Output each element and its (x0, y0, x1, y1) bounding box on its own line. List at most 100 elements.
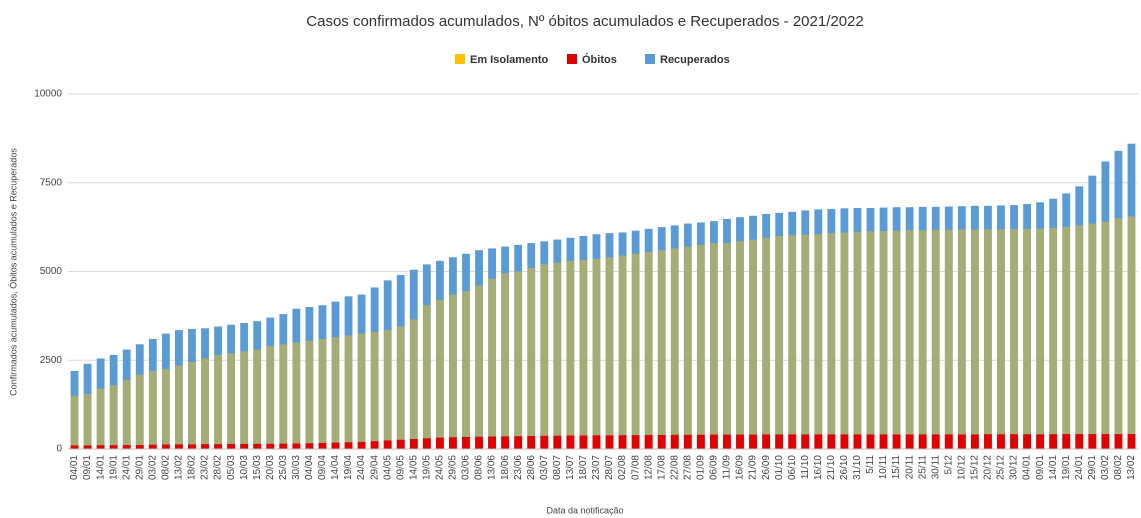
bar (266, 443, 275, 449)
y-tick-label: 0 (56, 444, 62, 455)
bar (357, 441, 366, 449)
y-axis-title: Confirmados acumulados, Óbitos acumulado… (8, 148, 18, 396)
bar (201, 444, 209, 449)
legend-swatch (455, 54, 465, 64)
bar (892, 230, 901, 449)
x-tick-label: 24/05 (435, 455, 446, 480)
x-tick-label: 25/12 (996, 455, 1007, 480)
bar (1075, 225, 1084, 449)
bar (944, 206, 953, 449)
bar (1023, 204, 1031, 449)
bar (109, 354, 118, 449)
bar (383, 440, 392, 449)
bar (696, 222, 705, 449)
x-tick-label: 04/01 (69, 455, 80, 480)
bar (435, 260, 444, 449)
bar (997, 229, 1005, 449)
bar (1062, 226, 1071, 449)
bar (710, 221, 718, 449)
x-tick-label: 30/12 (1009, 455, 1020, 480)
bar (853, 207, 862, 449)
bar (188, 329, 196, 449)
bar (70, 445, 79, 449)
x-tick-label: 28/06 (526, 455, 537, 480)
bar (253, 349, 262, 449)
bar (279, 314, 288, 449)
bar (749, 215, 757, 449)
bar (83, 393, 92, 449)
bar (840, 232, 849, 449)
bar (984, 229, 992, 449)
bar (305, 307, 314, 449)
x-tick-label: 04/05 (382, 455, 393, 480)
bar (1114, 434, 1123, 449)
bar (788, 434, 797, 449)
x-tick-label: 30/03 (291, 455, 302, 480)
x-tick-label: 13/06 (487, 455, 498, 480)
bar (1127, 143, 1136, 449)
bar (775, 212, 784, 449)
bar (840, 208, 849, 449)
bar (253, 321, 262, 449)
x-tick-label: 16/10 (813, 455, 824, 480)
bar (957, 229, 966, 449)
bar (318, 305, 327, 449)
bar (840, 434, 849, 449)
bar (749, 434, 757, 449)
bar (344, 335, 353, 449)
bar (383, 330, 392, 449)
bar (305, 340, 314, 449)
x-tick-label: 28/02 (213, 455, 224, 480)
bar (409, 439, 418, 449)
x-tick-label: 31/10 (852, 455, 863, 480)
bar (918, 434, 927, 449)
x-tick-label: 14/01 (95, 455, 106, 480)
bar (1049, 198, 1058, 449)
bar (135, 445, 144, 449)
bar (422, 264, 431, 449)
bar (148, 370, 157, 449)
bar (266, 317, 275, 449)
bar (318, 338, 327, 449)
bar (1023, 434, 1031, 449)
bar (723, 218, 731, 449)
bar (344, 296, 353, 449)
bar (1010, 434, 1018, 449)
x-tick-label: 05/03 (226, 455, 237, 480)
bar (970, 229, 979, 449)
bar (83, 363, 92, 449)
x-tick-label: 18/07 (578, 455, 589, 480)
bar (396, 326, 405, 449)
bar (657, 250, 666, 449)
bar (305, 443, 314, 449)
bar (566, 435, 575, 449)
x-tick-label: 14/05 (408, 455, 419, 480)
x-tick-label: 01/10 (774, 455, 785, 480)
bar (344, 442, 353, 449)
bar (148, 338, 157, 449)
bar (357, 333, 366, 449)
bar (788, 211, 797, 449)
bar (618, 232, 627, 449)
bar (553, 435, 562, 449)
bar (122, 379, 131, 449)
x-tick-label: 24/01 (121, 455, 132, 480)
x-tick-label: 04/04 (304, 455, 315, 480)
bar (175, 330, 183, 449)
bar (357, 294, 366, 449)
bar (566, 237, 575, 449)
x-tick-label: 13/02 (174, 455, 185, 480)
x-tick-label: 18/06 (500, 455, 511, 480)
bar (866, 434, 875, 449)
bar (605, 233, 614, 449)
bar (161, 333, 170, 449)
bar (670, 225, 679, 449)
x-tick-label: 20/12 (983, 455, 994, 480)
bar (905, 230, 914, 449)
bar (918, 206, 927, 449)
bar (540, 435, 549, 449)
x-tick-label: 29/05 (448, 455, 459, 480)
bar (644, 434, 653, 449)
bar (1075, 434, 1084, 449)
bar (762, 213, 771, 449)
